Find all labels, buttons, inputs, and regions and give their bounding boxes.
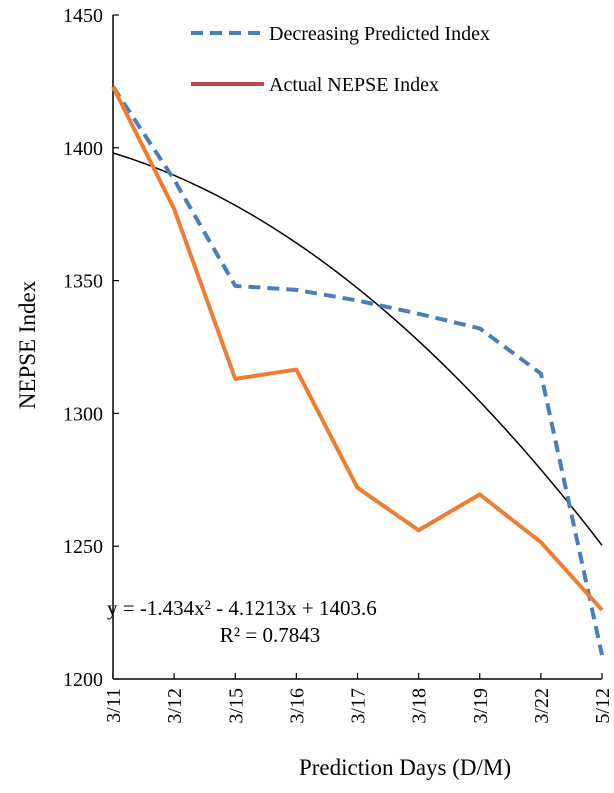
- legend-label-actual: Actual NEPSE Index: [269, 74, 439, 96]
- series-line-predicted: [111, 85, 604, 656]
- y-tick-label: 1300: [63, 403, 103, 425]
- y-tick-label: 1350: [63, 271, 103, 293]
- x-tick-label: 5/12: [592, 688, 614, 724]
- x-axis-ticks: 3/11 3/12 3/15 3/16 3/17 3/18 3/19 3/22 5/12: [103, 673, 614, 724]
- x-tick-label: 3/17: [348, 688, 370, 724]
- y-axis-title: NEPSE Index: [15, 280, 40, 409]
- x-tick-label: 3/19: [470, 688, 492, 724]
- trendline-equation: y = -1.434x² - 4.1213x + 1403.6: [107, 596, 377, 620]
- trendline-r-squared: R² = 0.7843: [220, 623, 320, 647]
- trendline: [112, 152, 603, 546]
- x-tick-label: 3/11: [103, 688, 125, 723]
- x-tick-label: 3/15: [225, 688, 247, 724]
- axes: [112, 15, 602, 680]
- legend: Decreasing Predicted Index Actual NEPSE I…: [191, 23, 490, 96]
- x-tick-label: 3/12: [164, 688, 186, 724]
- y-tick-label: 1450: [63, 5, 103, 27]
- x-tick-label: 3/22: [531, 688, 553, 724]
- x-tick-label: 3/18: [409, 688, 431, 724]
- legend-label-predicted: Decreasing Predicted Index: [269, 23, 490, 45]
- series-line-actual: [111, 85, 604, 612]
- x-axis-title: Prediction Days (D/M): [299, 755, 511, 780]
- plot-area: [111, 85, 604, 656]
- y-axis-ticks: 1200 1250 1300 1350 1400 1450: [63, 5, 119, 691]
- y-tick-label: 1400: [63, 138, 103, 160]
- y-tick-label: 1250: [63, 536, 103, 558]
- y-tick-label: 1200: [63, 669, 103, 691]
- x-tick-label: 3/16: [286, 688, 308, 724]
